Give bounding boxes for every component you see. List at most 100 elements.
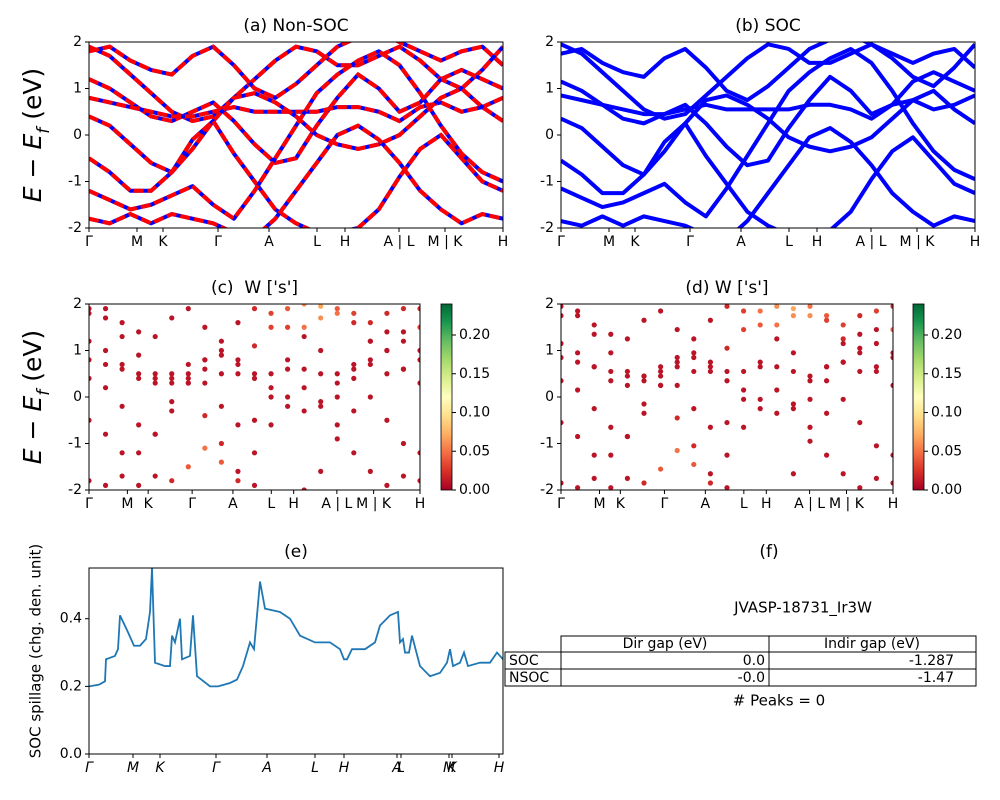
band-point bbox=[169, 315, 175, 321]
x-tick-label: M | K bbox=[356, 496, 392, 512]
band-dash bbox=[89, 44, 503, 124]
y-tick-label: 2 bbox=[73, 296, 82, 312]
band-point bbox=[724, 304, 730, 309]
band-point bbox=[268, 422, 274, 428]
x-tick-label: Γ bbox=[557, 496, 565, 512]
y-tick-label: 2 bbox=[545, 34, 554, 50]
band-point bbox=[774, 364, 780, 370]
band-point bbox=[824, 313, 830, 319]
band-point bbox=[301, 385, 307, 391]
band-point bbox=[807, 373, 813, 379]
y-label-main: E − E bbox=[18, 396, 47, 465]
x-tick-label: A | L bbox=[321, 496, 352, 512]
band-point bbox=[807, 378, 813, 384]
colorbar-tick-label: 0.15 bbox=[931, 366, 962, 382]
band-dash bbox=[89, 123, 503, 228]
band-point bbox=[235, 478, 241, 484]
band-point bbox=[561, 378, 564, 384]
band-point bbox=[641, 317, 647, 323]
band-point bbox=[251, 450, 258, 456]
band-point bbox=[169, 408, 175, 414]
band-point bbox=[674, 382, 680, 388]
band-dash bbox=[89, 42, 503, 101]
band-point bbox=[658, 466, 664, 472]
band-point bbox=[301, 366, 307, 372]
band-point bbox=[185, 380, 191, 386]
x-tick-label: H bbox=[888, 496, 899, 512]
band-point bbox=[169, 375, 175, 381]
table-cell: -0.0 bbox=[738, 670, 765, 686]
band-point bbox=[691, 443, 697, 449]
x-tick-label: A | L bbox=[856, 234, 887, 250]
band-point bbox=[840, 471, 846, 477]
band-point bbox=[136, 329, 142, 335]
y-tick-label: 0 bbox=[73, 127, 82, 143]
x-tick-label: M bbox=[443, 760, 455, 776]
x-tick-label: M bbox=[121, 496, 133, 512]
y-tick-label: 1 bbox=[73, 343, 82, 359]
band-point bbox=[268, 394, 274, 400]
band-point bbox=[202, 357, 208, 363]
x-tick-label: M bbox=[593, 496, 605, 512]
band-point bbox=[400, 473, 407, 479]
x-tick-label: L bbox=[740, 496, 748, 512]
band-point bbox=[251, 482, 258, 488]
band-point bbox=[351, 366, 357, 372]
x-tick-label: Γ bbox=[557, 234, 565, 250]
band-point bbox=[608, 378, 614, 384]
band-point bbox=[724, 378, 730, 384]
band-point bbox=[102, 306, 109, 312]
x-tick-label: Γ bbox=[85, 234, 93, 250]
band-point bbox=[89, 417, 92, 423]
y-tick-label: 0.2 bbox=[60, 678, 82, 694]
x-tick-label: A | L bbox=[794, 496, 825, 512]
panel-title: (a) Non-SOC bbox=[243, 16, 348, 36]
x-tick-label: K bbox=[155, 760, 166, 776]
x-tick-label: L bbox=[397, 760, 405, 776]
x-tick-label: H bbox=[761, 496, 772, 512]
band bbox=[561, 121, 975, 228]
y-tick-label: 0 bbox=[73, 389, 82, 405]
x-tick-label: A bbox=[261, 760, 272, 776]
band-point bbox=[561, 354, 564, 361]
band bbox=[561, 70, 975, 168]
band-point bbox=[367, 394, 373, 400]
band-point bbox=[119, 450, 125, 456]
band-point bbox=[575, 308, 581, 314]
band-point bbox=[691, 354, 697, 361]
band-point bbox=[790, 368, 797, 375]
band-point bbox=[674, 415, 680, 421]
band-point bbox=[334, 306, 340, 312]
panel-title: (b) SOC bbox=[735, 16, 801, 36]
x-tick-label: M bbox=[603, 234, 615, 250]
band-point bbox=[757, 359, 763, 365]
band-point bbox=[89, 375, 92, 381]
table-row-box bbox=[504, 668, 977, 687]
table-row-box bbox=[504, 651, 977, 670]
band-point bbox=[136, 450, 142, 456]
band-point bbox=[119, 403, 125, 409]
band-point bbox=[691, 368, 697, 375]
band-point bbox=[89, 310, 92, 316]
band-point bbox=[318, 371, 324, 377]
x-tick-label: L bbox=[267, 496, 275, 512]
colorbar-tick-label: 0.10 bbox=[459, 405, 490, 421]
band-point bbox=[185, 464, 191, 470]
band-point bbox=[152, 431, 158, 437]
x-tick-label: L bbox=[313, 234, 321, 250]
band-point bbox=[235, 422, 241, 428]
band-point bbox=[400, 440, 407, 447]
band-point bbox=[807, 424, 813, 430]
band-point bbox=[674, 359, 680, 365]
y-tick-label: 0 bbox=[545, 127, 554, 143]
band-dash bbox=[89, 67, 503, 166]
band bbox=[561, 46, 975, 219]
band-point bbox=[152, 380, 158, 386]
band-point bbox=[119, 473, 125, 479]
band-point bbox=[624, 336, 631, 342]
x-tick-label: M | K bbox=[900, 234, 936, 250]
x-tick-label: H bbox=[340, 234, 351, 250]
y-tick-label: -2 bbox=[68, 482, 82, 498]
plot-area bbox=[561, 42, 975, 228]
band-point bbox=[367, 361, 373, 368]
